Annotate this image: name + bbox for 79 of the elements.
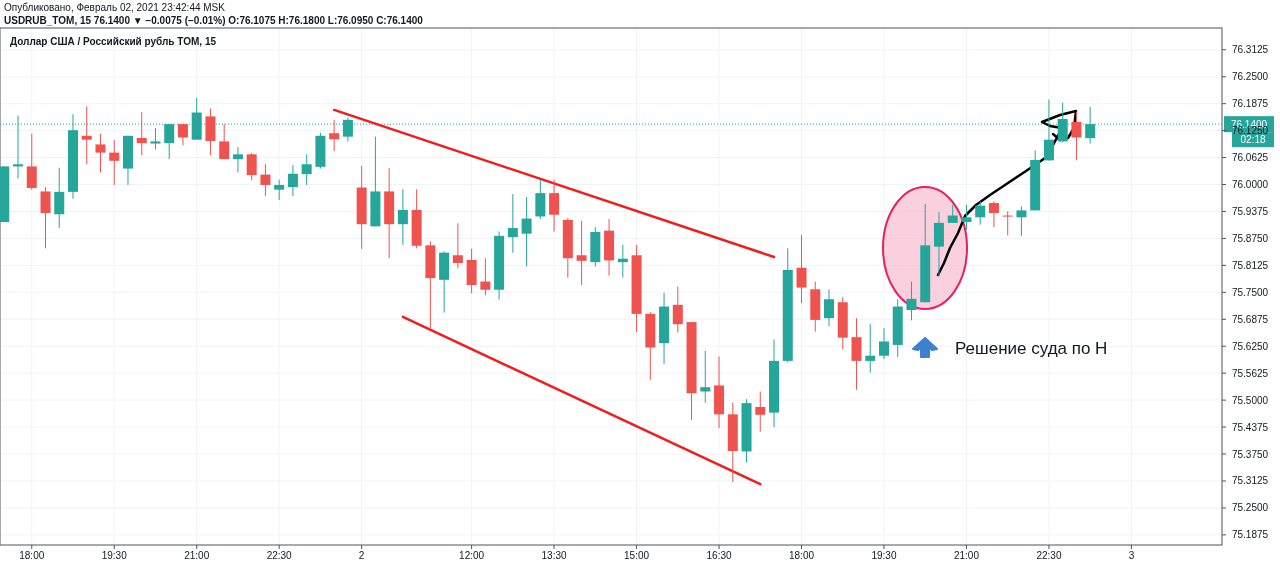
candlestick — [95, 133, 106, 173]
candlestick — [549, 179, 560, 233]
y-tick-label: 75.2500 — [1231, 502, 1269, 514]
y-tick-label: 76.0000 — [1231, 179, 1269, 191]
x-tick-label: 15:00 — [624, 550, 650, 561]
candlestick — [480, 257, 491, 296]
x-tick-label: 22:30 — [1036, 550, 1062, 561]
candlestick — [232, 146, 243, 173]
candlestick — [26, 133, 37, 191]
y-tick-label: 75.1875 — [1231, 529, 1269, 541]
y-tick-label: 75.7500 — [1231, 286, 1269, 298]
candlestick — [796, 234, 807, 304]
y-tick-label: 76.0625 — [1231, 152, 1269, 164]
candlestick — [150, 127, 161, 151]
candlestick — [933, 211, 944, 277]
y-tick-label: 75.8750 — [1231, 232, 1269, 244]
candlestick — [219, 123, 230, 160]
x-tick-label: 18:00 — [19, 550, 45, 561]
candlestick — [961, 204, 972, 231]
y-tick-label: 75.4375 — [1231, 421, 1269, 433]
candlestick — [865, 323, 876, 374]
x-tick-label: 12:00 — [459, 550, 485, 561]
candlestick — [54, 167, 65, 229]
candlestick — [177, 123, 188, 146]
text: Опубликовано, Февраль 02, 2021 23:42:44 MSK — [4, 2, 226, 13]
candlestick — [109, 139, 120, 186]
candlestick — [301, 153, 312, 186]
x-tick-label: 13:30 — [541, 550, 568, 561]
y-tick-label: 75.5625 — [1231, 367, 1269, 379]
candlestick — [851, 317, 862, 391]
x-tick-label: 21:00 — [184, 550, 210, 561]
annotation: Решение суда по Н — [955, 339, 1108, 358]
candlestick — [329, 119, 340, 152]
candlestick — [1016, 206, 1027, 237]
candlestick — [576, 220, 587, 286]
candlestick — [507, 193, 518, 254]
candlestick — [246, 152, 257, 181]
x-tick-label: 19:30 — [871, 550, 897, 561]
y-tick-label: 75.8125 — [1231, 259, 1269, 271]
y-tick-label: 75.6250 — [1231, 340, 1269, 352]
candlestick — [947, 204, 958, 224]
y-tick-label: 75.3750 — [1231, 448, 1269, 460]
text: Доллар США / Российский рубль TOM, 15 — [10, 36, 217, 47]
candlestick — [136, 111, 147, 156]
text: 02:18 — [1240, 134, 1266, 146]
candlestick — [700, 350, 711, 404]
candlestick — [755, 391, 766, 433]
candlestick — [1002, 210, 1013, 236]
candlestick — [906, 281, 917, 321]
candlestick — [274, 179, 285, 201]
y-tick-label: 75.6875 — [1231, 313, 1269, 325]
candlestick — [1071, 111, 1082, 161]
candlestick — [452, 222, 463, 269]
y-tick-label: 76.3125 — [1231, 44, 1269, 56]
candlestick — [260, 163, 271, 197]
x-tick-label: 18:00 — [789, 550, 815, 561]
x-tick-label: 2 — [358, 550, 365, 561]
candlestick — [672, 286, 683, 333]
candlestick — [988, 200, 999, 228]
candlestick — [878, 327, 889, 360]
x-tick-label: 3 — [1128, 550, 1135, 561]
candlestick — [81, 105, 92, 165]
candlestick — [535, 179, 546, 220]
x-tick-label: 22:30 — [266, 550, 293, 561]
candlestick — [397, 188, 408, 246]
candlestick — [824, 288, 835, 327]
y-tick-label: 75.5000 — [1231, 394, 1269, 406]
y-tick-label: 76.1875 — [1231, 98, 1269, 110]
candlestick — [287, 164, 298, 197]
x-tick-label: 19:30 — [101, 550, 128, 561]
candlestick — [40, 186, 51, 249]
x-tick-label: 16:30 — [706, 550, 732, 561]
y-tick-label: 76.2500 — [1231, 71, 1269, 83]
y-tick-label: 75.9375 — [1231, 205, 1269, 217]
chart-subtitle: USDRUB_TOM, 15 76.1400 ▼ −0.0075 (−0.01%) O:76.1075 H:76.1800 L:76.0950 C:76.1400 — [4, 15, 424, 26]
candlestick — [521, 196, 532, 267]
candlestick — [975, 200, 986, 226]
y-tick-label: 75.3125 — [1231, 475, 1269, 487]
x-tick-label: 21:00 — [953, 550, 980, 561]
